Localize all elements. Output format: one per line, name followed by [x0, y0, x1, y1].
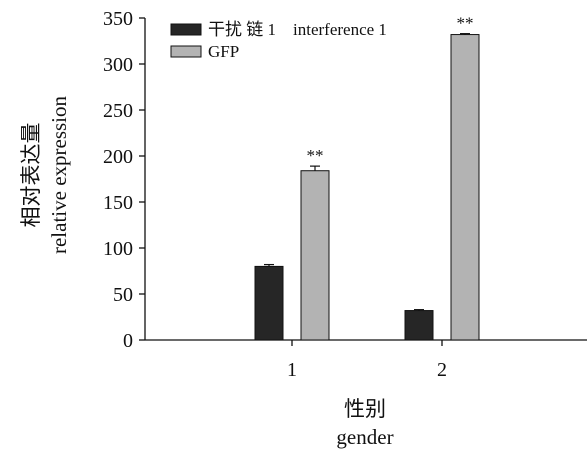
legend-label: GFP — [208, 42, 239, 61]
y-tick-label: 300 — [103, 54, 133, 76]
bar — [450, 34, 480, 341]
y-axis-title-cn: 相对表达量 — [19, 123, 43, 228]
axes — [144, 18, 587, 341]
y-tick-label: 0 — [123, 330, 133, 352]
bar — [300, 170, 330, 341]
legend-swatch — [170, 23, 202, 36]
x-axis-title-en: gender — [336, 425, 393, 449]
y-tick-label: 50 — [113, 284, 133, 306]
significance-label: ** — [307, 146, 324, 165]
bar — [254, 265, 284, 341]
x-tick-label: 1 — [287, 359, 297, 381]
y-tick-label: 350 — [103, 8, 133, 30]
bars: ** ** — [254, 14, 480, 341]
x-tick-label: 2 — [437, 359, 447, 381]
y-tick-label: 100 — [103, 238, 133, 260]
significance-label: ** — [457, 14, 474, 33]
y-tick-label: 150 — [103, 192, 133, 214]
legend-swatch — [170, 45, 202, 58]
y-tick-label: 250 — [103, 100, 133, 122]
y-axis-ticks: 0 50 100 150 200 250 300 350 — [103, 8, 145, 352]
y-tick-label: 200 — [103, 146, 133, 168]
x-axis-title-cn: 性别 — [344, 397, 386, 421]
y-axis-title-en: relative expression — [47, 95, 71, 254]
bar — [404, 310, 434, 341]
legend: 干扰 链 1 interference 1 GFP — [170, 20, 387, 61]
legend-label: 干扰 链 1 interference 1 — [208, 20, 387, 39]
